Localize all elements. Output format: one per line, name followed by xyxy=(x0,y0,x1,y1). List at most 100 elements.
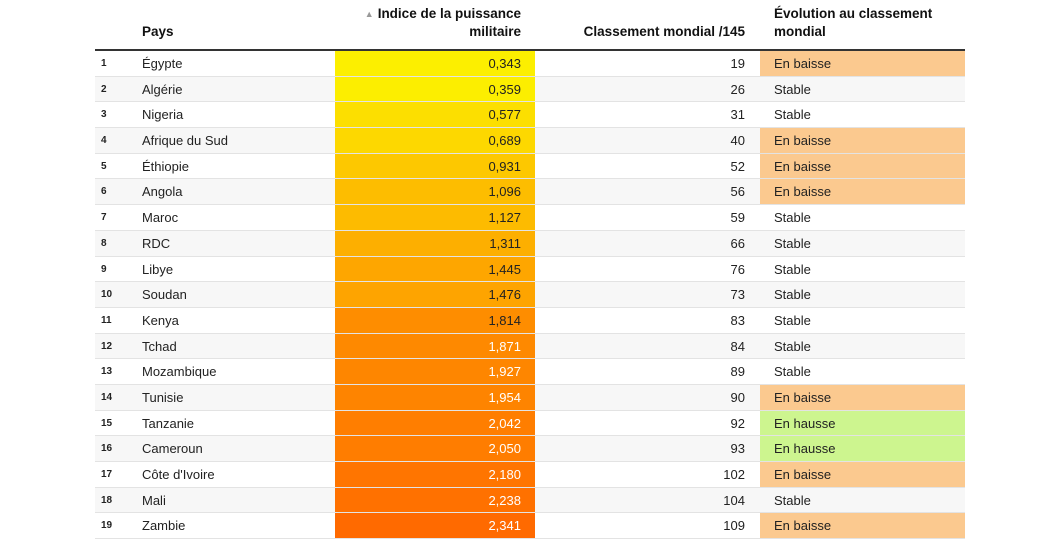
country-cell: Côte d'Ivoire xyxy=(142,467,215,482)
world-rank-cell: 19 xyxy=(730,56,745,71)
table-row: 5 Éthiopie 0,931 52 En baisse xyxy=(95,153,965,180)
index-value-cell: 1,476 xyxy=(335,282,535,307)
rank-cell: 9 xyxy=(101,263,107,275)
world-rank-cell: 26 xyxy=(730,81,745,97)
evolution-cell: Stable xyxy=(774,492,811,508)
world-rank-cell: 93 xyxy=(730,441,745,457)
evolution-cell: Stable xyxy=(774,338,811,354)
column-header-indice[interactable]: ▲ Indice de la puissance militaire xyxy=(335,5,521,41)
world-rank-cell: 76 xyxy=(730,261,745,277)
rank-cell: 17 xyxy=(101,469,113,480)
column-header-pays[interactable]: Pays xyxy=(142,24,174,39)
rank-cell: 15 xyxy=(101,417,113,429)
evolution-cell: En baisse xyxy=(760,128,965,153)
index-value-cell: 1,814 xyxy=(335,307,535,333)
index-value-cell: 1,871 xyxy=(335,333,535,359)
index-value-cell: 1,096 xyxy=(335,179,535,205)
column-header-indice-line1: Indice de la puissance xyxy=(377,6,521,21)
rank-cell: 16 xyxy=(101,443,113,455)
country-cell: Soudan xyxy=(142,287,187,303)
rank-cell: 5 xyxy=(101,160,107,172)
evolution-cell: En hausse xyxy=(760,436,965,461)
country-cell: Égypte xyxy=(142,56,183,71)
table-row: 11 Kenya 1,814 83 Stable xyxy=(95,307,965,334)
rank-cell: 4 xyxy=(101,135,107,147)
world-rank-cell: 83 xyxy=(730,312,745,328)
table-body: 1 Égypte 0,343 19 En baisse 2 Algérie 0,359 26 St… xyxy=(95,51,965,540)
evolution-cell: En baisse xyxy=(760,462,965,487)
column-header-indice-line2: militaire xyxy=(469,24,521,39)
index-value-cell: 1,927 xyxy=(335,359,535,384)
rank-cell: 18 xyxy=(101,494,113,506)
country-cell: Maroc xyxy=(142,210,179,226)
table-row: 3 Nigeria 0,577 31 Stable xyxy=(95,102,965,129)
evolution-cell: Stable xyxy=(774,364,811,380)
index-value-cell: 1,127 xyxy=(335,205,535,230)
table-row: 2 Algérie 0,359 26 Stable xyxy=(95,76,965,103)
rank-cell: 11 xyxy=(101,314,112,326)
world-rank-cell: 73 xyxy=(730,287,745,303)
index-value-cell: 2,180 xyxy=(335,462,535,487)
rank-cell: 10 xyxy=(101,289,113,301)
world-rank-cell: 59 xyxy=(730,210,745,226)
column-header-evolution-line1: Évolution au classement xyxy=(774,6,933,21)
rank-cell: 1 xyxy=(101,58,107,69)
world-rank-cell: 52 xyxy=(730,158,745,174)
column-header-classement[interactable]: Classement mondial /145 xyxy=(583,24,745,39)
table-row: 10 Soudan 1,476 73 Stable xyxy=(95,282,965,308)
table-row: 4 Afrique du Sud 0,689 40 En baisse xyxy=(95,128,965,154)
country-cell: Cameroun xyxy=(142,441,203,457)
index-value-cell: 2,341 xyxy=(335,513,535,539)
table-row: 6 Angola 1,096 56 En baisse xyxy=(95,179,965,206)
evolution-cell: En baisse xyxy=(760,51,965,76)
evolution-cell: En baisse xyxy=(760,179,965,205)
column-header-evolution-line2: mondial xyxy=(774,24,826,39)
country-cell: Angola xyxy=(142,184,183,200)
evolution-cell: Stable xyxy=(774,210,811,226)
country-cell: Éthiopie xyxy=(142,158,189,174)
country-cell: Zambie xyxy=(142,518,186,534)
country-cell: Kenya xyxy=(142,312,179,328)
evolution-cell: Stable xyxy=(774,107,811,123)
world-rank-cell: 104 xyxy=(723,492,745,508)
country-cell: Mozambique xyxy=(142,364,217,380)
table-row: 15 Tanzanie 2,042 92 En hausse xyxy=(95,410,965,437)
rank-cell: 2 xyxy=(101,83,107,95)
index-value-cell: 0,689 xyxy=(335,128,535,153)
rank-cell: 13 xyxy=(101,366,113,378)
world-rank-cell: 56 xyxy=(730,184,745,200)
index-value-cell: 2,042 xyxy=(335,410,535,436)
table-row: 7 Maroc 1,127 59 Stable xyxy=(95,205,965,231)
table-header: Pays ▲ Indice de la puissance militaire C… xyxy=(95,0,965,51)
table-row: 13 Mozambique 1,927 89 Stable xyxy=(95,359,965,385)
column-header-evolution[interactable]: Évolution au classement mondial xyxy=(774,5,964,41)
index-value-cell: 0,931 xyxy=(335,153,535,179)
country-cell: Tchad xyxy=(142,338,177,354)
evolution-cell: En baisse xyxy=(760,153,965,179)
rank-cell: 7 xyxy=(101,212,107,224)
world-rank-cell: 90 xyxy=(730,389,745,405)
country-cell: Tunisie xyxy=(142,389,184,405)
rank-cell: 3 xyxy=(101,109,107,121)
index-value-cell: 0,577 xyxy=(335,102,535,128)
evolution-cell: En baisse xyxy=(760,513,965,539)
table-row: 16 Cameroun 2,050 93 En hausse xyxy=(95,436,965,462)
table-row: 1 Égypte 0,343 19 En baisse xyxy=(95,51,965,77)
world-rank-cell: 92 xyxy=(730,415,745,431)
world-rank-cell: 89 xyxy=(730,364,745,380)
rank-cell: 8 xyxy=(101,237,107,249)
world-rank-cell: 102 xyxy=(723,467,745,482)
rank-cell: 14 xyxy=(101,391,113,403)
sort-ascending-icon: ▲ xyxy=(364,9,374,19)
table-row: 19 Zambie 2,341 109 En baisse xyxy=(95,513,965,540)
world-rank-cell: 84 xyxy=(730,338,745,354)
index-value-cell: 0,359 xyxy=(335,76,535,102)
table-row: 17 Côte d'Ivoire 2,180 102 En baisse xyxy=(95,462,965,488)
country-cell: RDC xyxy=(142,235,171,251)
evolution-cell: En hausse xyxy=(760,410,965,436)
world-rank-cell: 66 xyxy=(730,235,745,251)
country-cell: Tanzanie xyxy=(142,415,195,431)
index-value-cell: 2,050 xyxy=(335,436,535,461)
index-value-cell: 2,238 xyxy=(335,487,535,513)
country-cell: Algérie xyxy=(142,81,183,97)
